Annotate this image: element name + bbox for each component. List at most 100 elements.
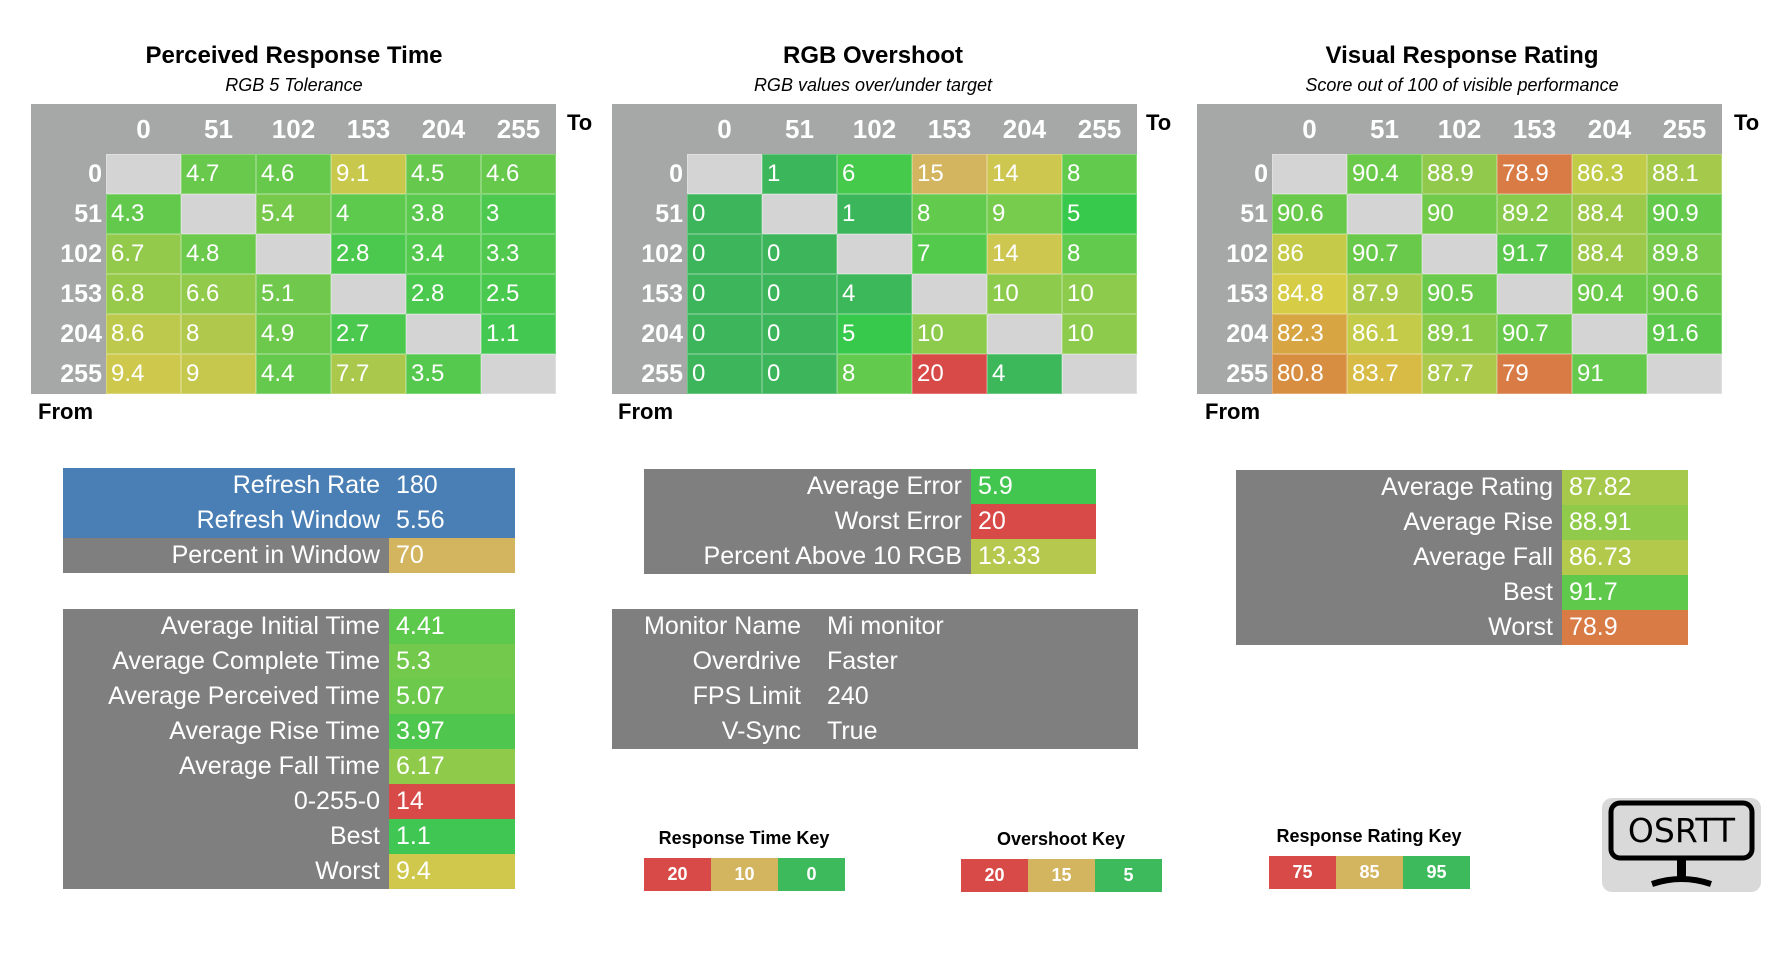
matrix-cell: 10 [1062,314,1137,354]
matrix-cell: 87.7 [1422,354,1497,394]
matrix-cell: 14 [987,154,1062,194]
column-header: 153 [346,113,391,144]
key-swatch: 0 [778,858,845,891]
matrix-cell: 8 [912,194,987,234]
monitor-info: Monitor Name Mi monitor Overdrive Faster FPS… [612,609,1138,749]
summary-value: 3.97 [389,714,515,749]
diagonal-cell [481,354,556,394]
matrix-cell: 89.8 [1647,234,1722,274]
summary-row: 0-255-0 14 [63,784,515,819]
svg-text:OSRTT: OSRTT [1628,811,1736,850]
key-swatch: 95 [1403,856,1470,889]
matrix-cell: 5.4 [256,194,331,234]
matrix-cell: 3 [481,194,556,234]
matrix-title-overshoot: RGB Overshoot [782,42,964,69]
column-header: 204 [1002,113,1047,144]
summary-label: Average Complete Time [112,647,380,675]
key-swatch: 15 [1028,859,1095,892]
response-time-key-title: Response Time Key [658,828,830,848]
matrix-cell: 5.1 [256,274,331,314]
summary-value: True [827,717,878,745]
matrix-cell: 90.7 [1497,314,1572,354]
matrix-cell: 91.6 [1647,314,1722,354]
column-header: 153 [927,113,972,144]
matrix-cell: 87.9 [1347,274,1422,314]
rating-key-title: Response Rating Key [1276,826,1462,846]
row-header: 153 [641,279,683,308]
matrix-cell: 5 [1062,194,1137,234]
column-header: 0 [717,113,732,144]
summary-row: Monitor Name Mi monitor [612,609,1138,644]
summary-label: Average Fall Time [178,752,380,780]
matrix-cell: 90.7 [1347,234,1422,274]
summary-value: Mi monitor [827,612,944,640]
matrix-cell: 10 [912,314,987,354]
overshoot-key: 20 15 5 [961,859,1162,892]
key-swatch: 10 [711,858,778,891]
diagonal-cell [687,154,762,194]
summary-row: Average Error 5.9 [644,469,1096,504]
matrix-cell: 10 [1062,274,1137,314]
diagonal-cell [762,194,837,234]
matrix-cell: 4 [331,194,406,234]
diagonal-cell [837,234,912,274]
summary-row: Worst 9.4 [63,854,515,889]
summary-label: Worst [315,857,380,885]
summary-label: Average Rating [1381,473,1553,501]
summary-value: 5.07 [389,679,515,714]
matrix-cell: 82.3 [1272,314,1347,354]
matrix-cell: 6 [837,154,912,194]
matrix-cell: 4.9 [256,314,331,354]
matrix-cell: 91 [1572,354,1647,394]
to-label: To [1734,110,1760,135]
matrix-cell: 14 [987,234,1062,274]
matrix-cell: 6.7 [106,234,181,274]
column-header: 153 [1512,113,1557,144]
summary-label: Average Rise [1403,508,1553,536]
matrix-cell: 6.8 [106,274,181,314]
matrix-cell: 0 [687,354,762,394]
summary-row: Average Fall 86.73 [1236,540,1688,575]
column-header: 255 [496,113,541,144]
matrix-subtitle-response-time: RGB 5 Tolerance [225,75,363,95]
from-label: From [1205,399,1260,424]
summary-value: 180 [389,468,515,503]
matrix-cell: 86.3 [1572,154,1647,194]
summary-row: Overdrive Faster [612,644,1138,679]
matrix-cell: 0 [687,194,762,234]
diagonal-cell [1272,154,1347,194]
matrix-subtitle-rating: Score out of 100 of visible performance [1305,75,1619,95]
summary-row: V-Sync True [612,714,1138,749]
key-swatch: 20 [644,858,711,891]
from-label: From [38,399,93,424]
matrix-cell: 4.6 [256,154,331,194]
overshoot-matrix: 0 0 51 51 102 102 153 153 204 204 255 255 1 6 15 14 8 0 1 8… [612,104,1137,394]
summary-row: Best 91.7 [1236,575,1688,610]
diagonal-cell [1062,354,1137,394]
matrix-cell: 2.7 [331,314,406,354]
summary-value: 87.82 [1562,470,1688,505]
summary-value: 78.9 [1562,610,1688,645]
matrix-cell: 6.6 [181,274,256,314]
matrix-cell: 4.6 [481,154,556,194]
row-header: 102 [60,239,102,268]
diagonal-cell [331,274,406,314]
matrix-cell: 89.1 [1422,314,1497,354]
matrix-cell: 88.4 [1572,234,1647,274]
summary-value: 20 [971,504,1096,539]
matrix-cell: 2.5 [481,274,556,314]
to-label: To [1146,110,1172,135]
matrix-cell: 8 [1062,154,1137,194]
summary-label: Worst [1488,613,1553,641]
matrix-cell: 5 [837,314,912,354]
summary-value: 9.4 [389,854,515,889]
response-time-key: 20 10 0 [644,858,845,891]
matrix-cell: 8 [1062,234,1137,274]
diagonal-cell [987,314,1062,354]
matrix-cell: 83.7 [1347,354,1422,394]
summary-label: FPS Limit [692,682,801,710]
summary-value: 70 [389,538,515,573]
matrix-cell: 79 [1497,354,1572,394]
column-header: 204 [1587,113,1632,144]
summary-row: Average Perceived Time 5.07 [63,679,515,714]
